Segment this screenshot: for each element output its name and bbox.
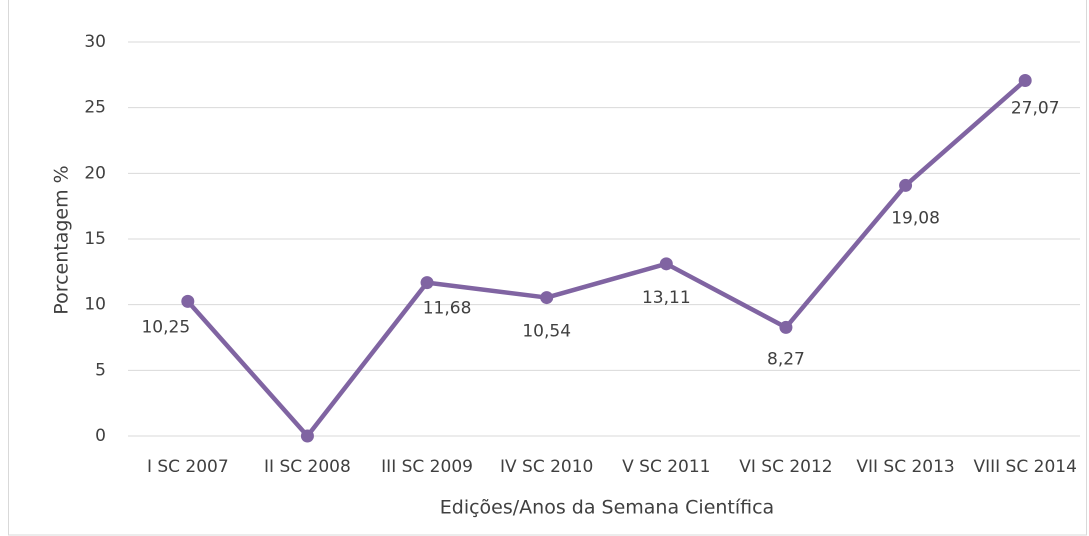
x-tick-label: III SC 2009 bbox=[381, 457, 473, 477]
x-tick-label: IV SC 2010 bbox=[500, 457, 593, 477]
data-label: 27,07 bbox=[1011, 98, 1060, 118]
marker bbox=[420, 276, 434, 290]
marker bbox=[181, 294, 195, 308]
x-tick-label: VII SC 2013 bbox=[856, 457, 954, 477]
marker bbox=[659, 257, 673, 271]
data-label: 11,68 bbox=[423, 299, 472, 319]
chart-frame bbox=[8, 0, 1087, 536]
data-label: 10,54 bbox=[522, 322, 571, 342]
marker bbox=[300, 429, 314, 443]
data-label: 19,08 bbox=[891, 208, 940, 228]
x-tick-label: I SC 2007 bbox=[147, 457, 229, 477]
y-axis-title: Porcentagem % bbox=[51, 165, 73, 314]
data-label: 13,11 bbox=[642, 288, 691, 308]
marker bbox=[899, 178, 913, 192]
y-tick-label: 25 bbox=[84, 98, 106, 118]
line bbox=[186, 78, 1027, 439]
data-label: 10,25 bbox=[141, 317, 190, 337]
y-tick-label: 0 bbox=[95, 426, 106, 446]
y-tick-label: 10 bbox=[84, 295, 106, 315]
x-tick-label: V SC 2011 bbox=[622, 457, 710, 477]
y-tick-label: 5 bbox=[95, 360, 106, 380]
marker bbox=[779, 320, 793, 334]
x-tick-label: VIII SC 2014 bbox=[973, 457, 1076, 477]
y-tick-label: 30 bbox=[84, 32, 106, 52]
marker bbox=[540, 291, 554, 305]
data-label: 8,27 bbox=[767, 349, 805, 369]
x-tick-label: II SC 2008 bbox=[264, 457, 351, 477]
x-axis-title: Edições/Anos da Semana Científica bbox=[440, 497, 774, 519]
y-tick-label: 15 bbox=[84, 229, 106, 249]
x-tick-label: VI SC 2012 bbox=[739, 457, 832, 477]
marker bbox=[1018, 73, 1032, 87]
y-tick-label: 20 bbox=[84, 163, 106, 183]
